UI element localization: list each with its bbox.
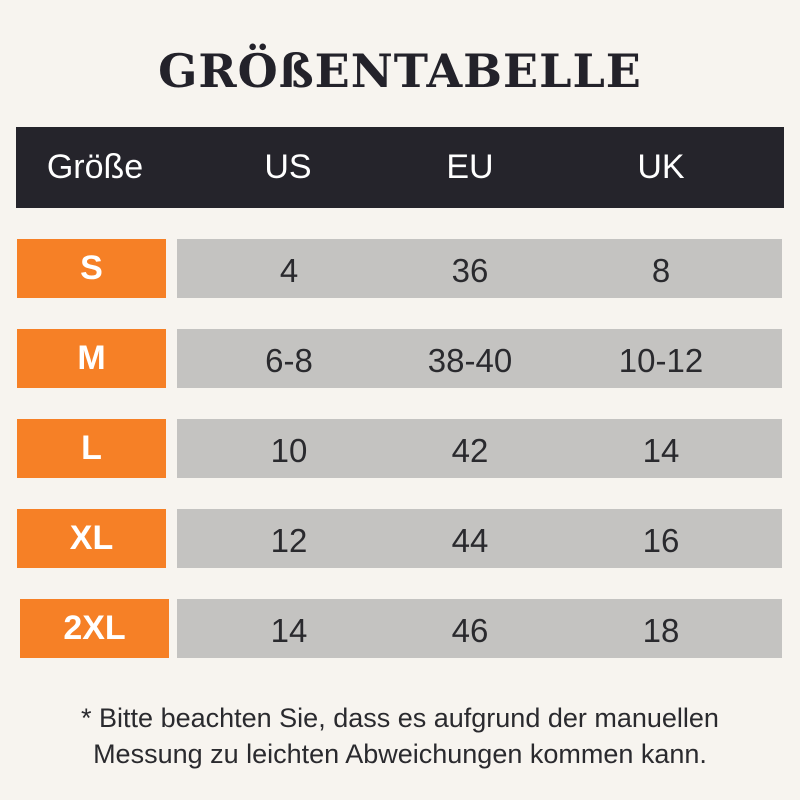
uk-value: 8 [651, 252, 671, 289]
values-band [177, 509, 782, 568]
values-band [177, 419, 782, 478]
uk-value: 10-12 [618, 342, 704, 379]
header-eu: EU [446, 148, 494, 186]
us-value: 4 [279, 252, 299, 289]
values-band [177, 239, 782, 298]
table-row: 2XL 14 46 18 [0, 599, 800, 658]
us-value: 12 [270, 522, 308, 559]
eu-value: 44 [451, 522, 489, 559]
page-title: GRÖßENTABELLE [158, 44, 642, 98]
footnote-line: * Bitte beachten Sie, dass es aufgrund d… [81, 703, 719, 733]
us-value: 10 [270, 432, 308, 469]
size-label: M [17, 329, 166, 388]
us-value: 6-8 [265, 342, 313, 379]
table-row: M 6-8 38-40 10-12 [0, 329, 800, 388]
size-label: XL [17, 509, 166, 568]
footnote-line: Messung zu leichten Abweichungen kommen … [93, 739, 707, 769]
footnote: * Bitte beachten Sie, dass es aufgrund d… [0, 700, 800, 772]
us-value: 14 [270, 612, 308, 649]
table-row: S 4 36 8 [0, 239, 800, 298]
uk-value: 16 [642, 522, 680, 559]
eu-value: 46 [451, 612, 489, 649]
size-label: L [17, 419, 166, 478]
values-band [177, 599, 782, 658]
table-row: L 10 42 14 [0, 419, 800, 478]
eu-value: 42 [451, 432, 489, 469]
header-size: Größe [46, 148, 144, 186]
uk-value: 18 [642, 612, 680, 649]
uk-value: 14 [642, 432, 680, 469]
size-label: 2XL [20, 599, 169, 658]
header-us: US [264, 148, 312, 186]
eu-value: 36 [451, 252, 489, 289]
values-band [177, 329, 782, 388]
table-row: XL 12 44 16 [0, 509, 800, 568]
eu-value: 38-40 [427, 342, 513, 379]
header-uk: UK [637, 148, 685, 186]
table-header: Größe US EU UK [16, 127, 784, 208]
size-label: S [17, 239, 166, 298]
